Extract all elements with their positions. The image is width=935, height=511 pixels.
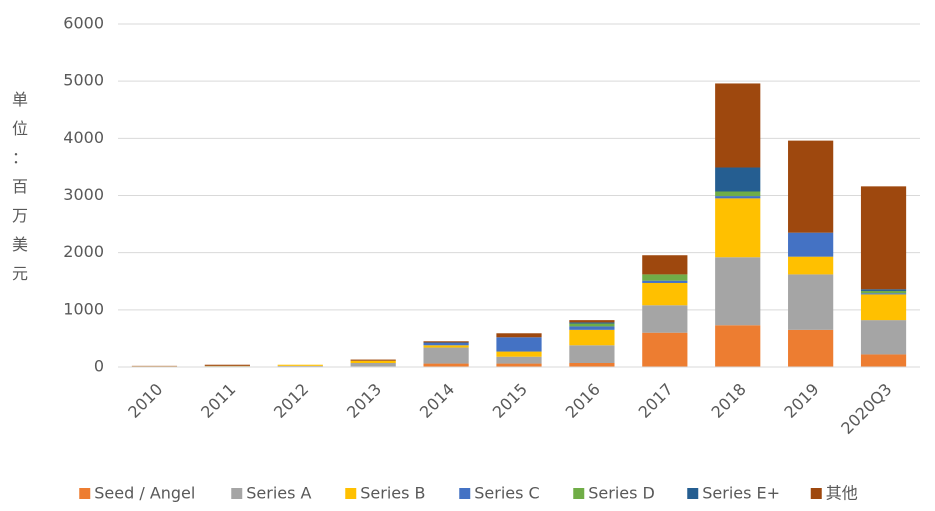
x-tick-label: 2011 — [197, 380, 239, 422]
bar-segment — [423, 343, 468, 345]
bar-segment — [642, 274, 687, 280]
bar-segment — [861, 354, 906, 367]
bar-segment — [715, 325, 760, 367]
legend-label: Series A — [246, 484, 311, 503]
legend-label: 其他 — [826, 484, 858, 503]
bar-segment — [569, 330, 614, 345]
bar-segment — [351, 361, 396, 363]
bar-segment — [861, 186, 906, 289]
bar-segment — [861, 320, 906, 354]
bar-segment — [715, 191, 760, 196]
y-tick-label: 5000 — [63, 71, 104, 90]
legend-swatch — [687, 488, 698, 499]
bar-segment — [351, 360, 396, 361]
bar-segment — [496, 337, 541, 351]
x-tick-label: 2020Q3 — [837, 380, 895, 438]
y-tick-label: 6000 — [63, 14, 104, 33]
legend-swatch — [231, 488, 242, 499]
bar-segment — [423, 348, 468, 364]
y-axis-label: 单位：百万美元 — [12, 90, 28, 283]
bar-segment — [569, 363, 614, 367]
y-tick-label: 1000 — [63, 299, 104, 318]
bar-segment — [423, 341, 468, 342]
x-tick-label: 2014 — [416, 380, 458, 422]
bar-segment — [715, 196, 760, 198]
bar-segment — [642, 255, 687, 274]
bar-segment — [861, 289, 906, 291]
bar-segment — [715, 83, 760, 167]
x-tick-label: 2010 — [124, 380, 166, 422]
bar-segment — [715, 257, 760, 325]
bar-segment — [861, 291, 906, 293]
bar-segment — [351, 363, 396, 366]
bar-segment — [788, 330, 833, 367]
y-tick-label: 2000 — [63, 242, 104, 261]
y-tick-label: 0 — [94, 357, 104, 376]
bar-segment — [278, 365, 323, 366]
x-tick-label: 2012 — [270, 380, 312, 422]
legend-swatch — [573, 488, 584, 499]
legend-swatch — [345, 488, 356, 499]
bar-segment — [642, 281, 687, 283]
legend-label: Series E+ — [702, 484, 780, 503]
bar-segment — [788, 274, 833, 329]
bar-segment — [861, 293, 906, 294]
bar-segment — [423, 342, 468, 343]
bar-segment — [569, 324, 614, 327]
bar-segment — [496, 364, 541, 367]
legend-swatch — [811, 488, 822, 499]
legend-label: Series B — [360, 484, 425, 503]
bar-segment — [496, 357, 541, 364]
x-tick-label: 2019 — [780, 380, 822, 422]
bar-segment — [569, 320, 614, 322]
bar-segment — [642, 305, 687, 332]
bar-segment — [642, 283, 687, 305]
legend-label: Series D — [588, 484, 655, 503]
bar-segment — [715, 198, 760, 257]
bar-segment — [642, 333, 687, 367]
bar-segment — [496, 352, 541, 357]
bar-segment — [788, 141, 833, 233]
bar-segment — [569, 322, 614, 323]
y-tick-label: 3000 — [63, 185, 104, 204]
bar-segment — [205, 365, 250, 366]
y-tick-label: 4000 — [63, 128, 104, 147]
legend-label: Seed / Angel — [94, 484, 195, 503]
bar-segment — [788, 257, 833, 275]
x-tick-label: 2017 — [635, 380, 677, 422]
x-tick-label: 2013 — [343, 380, 385, 422]
x-tick-label: 2016 — [562, 380, 604, 422]
legend-swatch — [79, 488, 90, 499]
bar-segment — [496, 333, 541, 337]
x-tick-label: 2018 — [708, 380, 750, 422]
bar-segment — [715, 167, 760, 191]
bar-segment — [569, 326, 614, 329]
x-tick-label: 2015 — [489, 380, 531, 422]
legend-label: Series C — [474, 484, 539, 503]
bar-segment — [861, 294, 906, 320]
legend-swatch — [459, 488, 470, 499]
bar-segment — [788, 233, 833, 257]
bar-segment — [569, 345, 614, 363]
bar-segment — [423, 364, 468, 367]
bar-segment — [423, 345, 468, 347]
